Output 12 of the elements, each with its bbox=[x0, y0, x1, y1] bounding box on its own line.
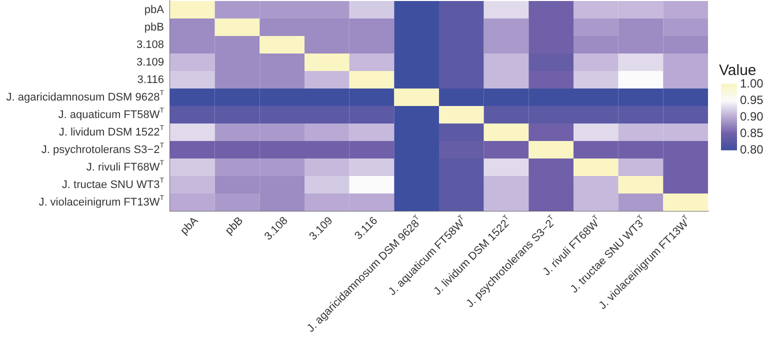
x-tick-label: pbA bbox=[178, 214, 202, 238]
y-tick-label: 3.108 bbox=[136, 38, 164, 51]
color-bar-label: 0.90 bbox=[740, 109, 764, 124]
y-tick-label: pbA bbox=[144, 4, 165, 16]
color-bar-label: 1.00 bbox=[740, 76, 764, 90]
y-tick-label: 3.109 bbox=[136, 56, 164, 68]
color-bar-label: 0.80 bbox=[740, 142, 764, 156]
color-bar-label: 0.85 bbox=[740, 126, 764, 140]
color-bar-label: 0.95 bbox=[740, 92, 764, 107]
y-tick-label: 3.116 bbox=[137, 74, 164, 86]
y-tick-label: pbB bbox=[144, 21, 164, 34]
legend-title: Value bbox=[719, 62, 756, 79]
